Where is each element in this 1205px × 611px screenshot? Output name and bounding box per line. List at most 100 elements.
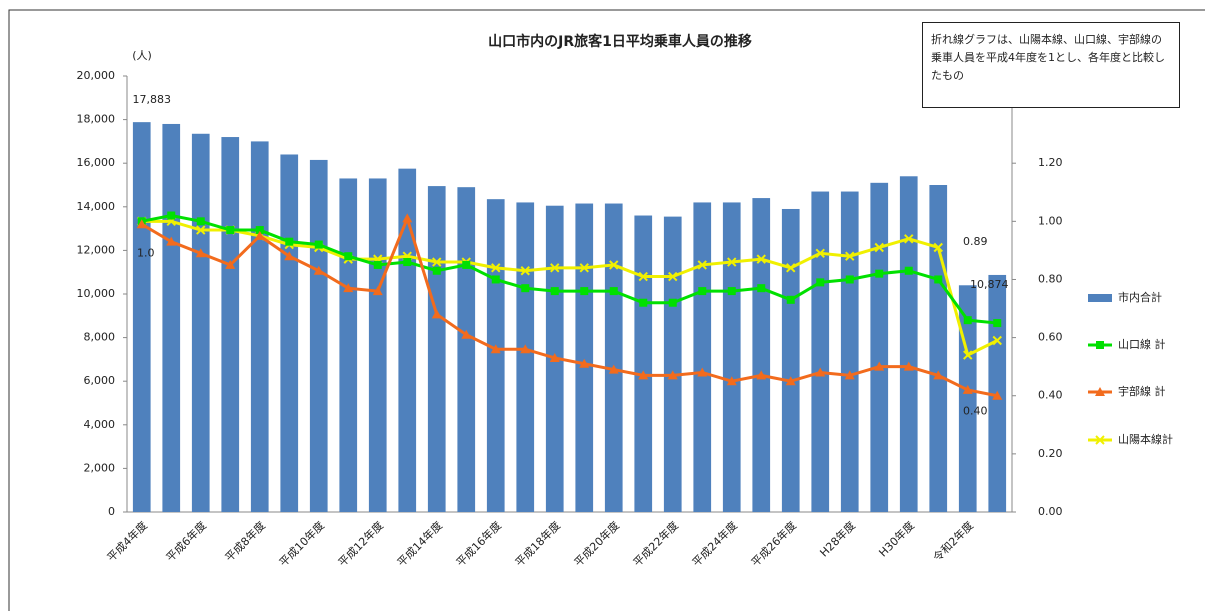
bar [132,122,151,512]
line-marker [579,263,589,273]
line-marker [697,260,707,270]
annotation: 1.0 [137,246,155,259]
line-marker [844,370,855,380]
bar [398,168,417,512]
line-marker [934,275,943,284]
line-marker [490,344,501,354]
line-marker [815,248,825,259]
line-marker [638,271,648,282]
line-marker [668,271,678,282]
x-tick-label: 平成8年度 [222,518,268,564]
x-tick-label: H28年度 [817,518,858,559]
line-marker [962,384,973,394]
bar [457,187,476,512]
line-marker [372,286,383,296]
line-marker [845,275,854,284]
bar [162,123,181,513]
line-marker [579,358,590,368]
line-marker [136,219,147,229]
x-tick-label: 平成16年度 [453,518,504,569]
line-marker [550,287,559,296]
bar [368,178,387,512]
line-marker [698,287,707,296]
line-marker [903,361,914,371]
x-tick-label: 平成6年度 [163,518,209,564]
bar [516,202,535,512]
y-tick-label: 4,000 [84,418,116,431]
bar [870,182,889,512]
line-marker [993,319,1002,328]
legend-label: 宇部線 計 [1118,384,1166,398]
bar [811,191,830,513]
bar [840,191,859,513]
line-marker [196,225,206,235]
line-marker [963,316,972,325]
line-marker [875,269,884,278]
x-tick-label: 平成10年度 [276,518,327,569]
line-marker [432,257,442,267]
line-marker [727,287,736,296]
bar [221,137,240,513]
legend-label: 山口線 計 [1118,337,1166,351]
line-marker [757,284,766,293]
y-tick-label: 18,000 [77,113,116,126]
x-tick-label: 平成22年度 [630,518,681,569]
y2-tick-label: 1.20 [1038,156,1063,169]
bar [280,154,299,513]
bar [781,208,800,513]
line-marker [785,376,796,386]
line-marker [904,234,914,244]
line-marker [461,329,472,339]
bar [309,159,328,512]
y-tick-label: 14,000 [77,200,116,213]
legend-swatch [1088,294,1112,302]
line-marker [491,263,501,273]
bar [250,141,269,512]
y2-tick-label: 0.40 [1038,389,1063,402]
y-tick-label: 8,000 [84,331,116,344]
line-marker [314,240,323,249]
line-marker [786,263,796,273]
line-marker [225,259,236,269]
line-label: 0.40 [963,405,988,418]
line-marker [638,370,649,380]
line-marker [756,254,766,264]
line-marker [226,226,235,235]
legend-label: 山陽本線計 [1118,432,1173,446]
line-marker [845,251,855,261]
line-marker [550,263,560,273]
bar [929,185,948,512]
line-marker [815,367,826,377]
bar [486,199,505,513]
bar [752,198,771,512]
bar [722,202,741,512]
line-marker [520,266,530,276]
line-marker [992,390,1003,400]
bar [693,202,712,512]
line-marker [1096,341,1104,349]
line-marker [313,265,324,275]
y-tick-label: 2,000 [84,461,116,474]
y2-tick-label: 0.60 [1038,331,1063,344]
line-marker [344,252,353,261]
y-tick-label: 6,000 [84,374,116,387]
line-marker [992,335,1002,346]
line-marker [285,237,294,246]
note: 折れ線グラフは、山陽本線、山口線、宇部線の乗車人員を平成4年度を1とし、各年度と… [922,22,1180,108]
x-tick-label: 平成18年度 [512,518,563,569]
chart-frame [8,9,1205,611]
line-marker [639,298,648,307]
line-marker [1095,387,1105,396]
x-tick-label: 平成14年度 [394,518,445,569]
line-marker [697,367,708,377]
line-marker [166,236,177,246]
line-marker [491,275,500,284]
line-marker [933,370,944,380]
bar [575,203,594,512]
line-marker [609,287,618,296]
bar [663,216,682,513]
line-marker [668,298,677,307]
line-marker [254,230,265,240]
y-tick-label: 16,000 [77,156,116,169]
